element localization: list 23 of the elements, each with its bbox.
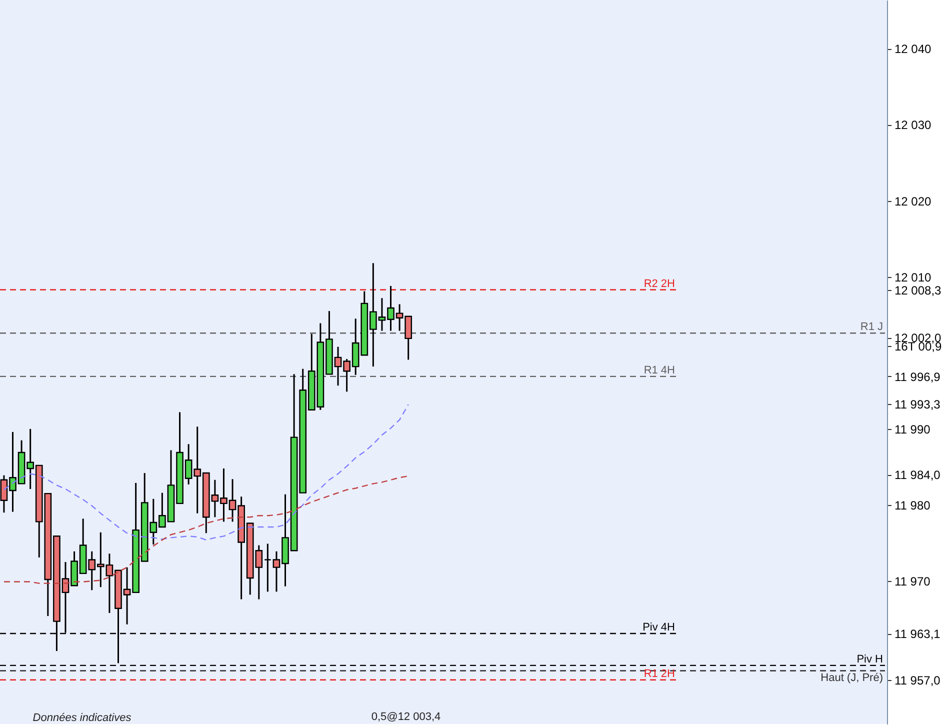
y-tick-label: 12 008,3 [894, 283, 942, 298]
annotation: Données indicatives [32, 712, 132, 724]
ref-line-label: R2 2H [644, 278, 676, 290]
ref-line-label: R1 J [860, 321, 883, 334]
y-tick-label: 11 980 [894, 498, 931, 512]
ref-line-label: R1 4H [644, 364, 676, 376]
y-tick-label: 11 990 [894, 422, 931, 436]
ref-line-label: Piv 4H [642, 622, 676, 634]
y-tick-label: 11 963,1 [894, 627, 941, 641]
ref-line-label: Piv H [856, 653, 884, 666]
y-tick-label: 12 030 [894, 118, 932, 132]
y-tick-label: 12 040 [894, 42, 932, 56]
y-tick-label: 11 970 [894, 574, 931, 589]
y-tick-label: 11 993,3 [894, 397, 941, 412]
y-tick-label: 11 984,0 [894, 468, 941, 482]
ref-line-label: Haut (J, Pré) [820, 672, 883, 684]
annotation: 0,5@12 003,4 [371, 711, 441, 723]
candlestick [264, 543, 272, 592]
ref-line-label: R1 2H [644, 668, 676, 680]
y-tick-label: 11 957,0 [894, 673, 941, 688]
y-tick-label: 11 996,9 [894, 370, 941, 384]
y-tick-label: 12 010 [894, 270, 932, 284]
y-tick-label: 12 020 [894, 194, 932, 208]
